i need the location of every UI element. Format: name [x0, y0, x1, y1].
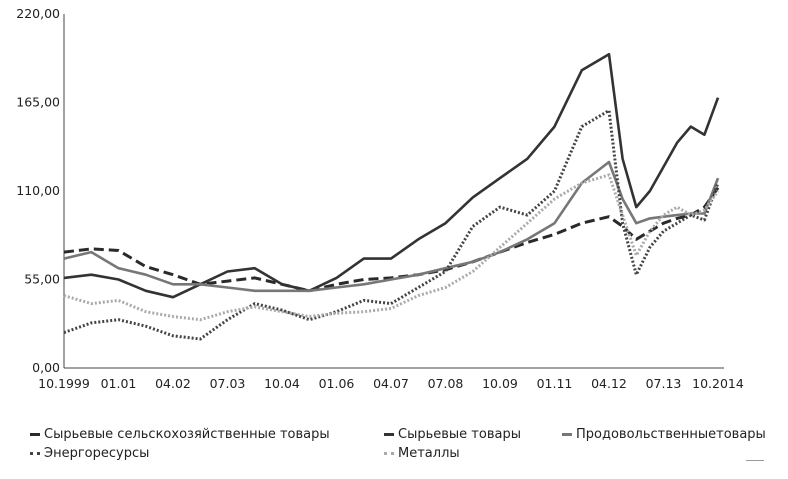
series-line-2 [63, 160, 720, 293]
y-tick-label: 165,00 [16, 95, 60, 110]
x-tick-label: 10.09 [482, 376, 518, 391]
x-tick-label: 01.01 [101, 376, 137, 391]
legend-label: Сырьевые сельскохозяйственные товары [44, 427, 330, 442]
decorative-corner-line [746, 460, 764, 461]
legend-item-energy: Энергоресурсы [30, 446, 149, 461]
legend-label: Металлы [398, 446, 460, 461]
x-tick-label: 07.13 [646, 376, 682, 391]
series-line-4 [63, 173, 720, 322]
x-tick-label: 07.03 [210, 376, 246, 391]
x-tick-label: 01.06 [319, 376, 355, 391]
legend-swatch [562, 433, 572, 436]
y-tick-label: 110,00 [16, 183, 60, 198]
series-lines [63, 52, 720, 341]
legend-label: Продовольственныетовары [576, 427, 766, 442]
series-line-1 [63, 52, 720, 299]
y-axis-ticks: 0,00 55,00 110,00 165,00 220,00 [16, 6, 60, 375]
y-tick-label: 55,00 [24, 272, 60, 287]
x-tick-label: 07.08 [428, 376, 464, 391]
x-tick-label: 04.02 [155, 376, 191, 391]
y-tick-label: 220,00 [16, 6, 60, 21]
x-tick-label: 10.1999 [38, 376, 90, 391]
legend-label: Энергоресурсы [44, 446, 150, 461]
x-tick-label: 01.11 [537, 376, 573, 391]
x-tick-label: 10.04 [264, 376, 300, 391]
legend-swatch [384, 452, 394, 455]
legend-label: Сырьевые товары [398, 427, 521, 442]
x-tick-label: 04.07 [373, 376, 409, 391]
legend-item-commodities: Сырьевые товары [384, 427, 521, 442]
x-axis-ticks: 10.1999 01.01 04.02 07.03 10.04 01.06 04.07 07.… [38, 376, 744, 391]
legend-item-agricultural: Сырьевые сельскохозяйственные товары [30, 427, 330, 442]
legend-item-food: Продовольственныетовары [562, 427, 766, 442]
legend-item-metals: Металлы [384, 446, 460, 461]
x-tick-label: 10.2014 [692, 376, 744, 391]
x-tick-label: 04.12 [591, 376, 627, 391]
legend-swatch [30, 452, 40, 455]
series-line-3 [63, 109, 720, 341]
legend-swatch [384, 433, 394, 436]
legend-swatch [30, 433, 40, 436]
y-tick-label: 0,00 [32, 360, 60, 375]
